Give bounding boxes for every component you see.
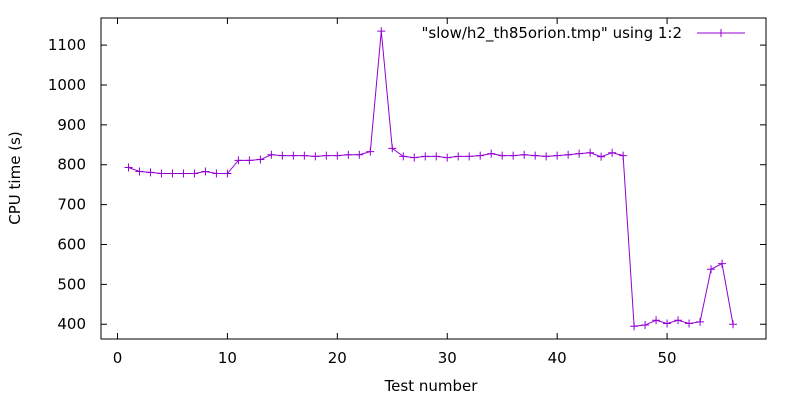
data-point bbox=[454, 152, 463, 161]
data-point bbox=[553, 151, 562, 160]
data-point bbox=[168, 169, 177, 178]
data-point bbox=[157, 169, 166, 178]
data-point bbox=[663, 319, 672, 328]
data-point bbox=[146, 168, 155, 177]
data-point bbox=[421, 152, 430, 161]
x-tick-label: 50 bbox=[658, 349, 677, 367]
y-tick-label: 1100 bbox=[48, 36, 86, 54]
data-point bbox=[410, 153, 419, 162]
plot-frame bbox=[100, 17, 767, 340]
data-point bbox=[586, 148, 595, 157]
data-point bbox=[575, 149, 584, 158]
data-point bbox=[278, 151, 287, 160]
y-tick-label: 400 bbox=[57, 315, 86, 333]
data-point bbox=[344, 150, 353, 159]
legend-label: "slow/h2_th85orion.tmp" using 1:2 bbox=[422, 24, 682, 43]
data-point bbox=[531, 151, 540, 160]
data-point bbox=[234, 156, 243, 165]
y-axis-label: CPU time (s) bbox=[6, 131, 24, 224]
data-point bbox=[608, 148, 617, 157]
data-point bbox=[520, 150, 529, 159]
axis-ticks bbox=[101, 18, 766, 339]
data-point bbox=[685, 319, 694, 328]
data-point bbox=[487, 149, 496, 158]
data-point bbox=[641, 321, 650, 330]
data-point bbox=[300, 151, 309, 160]
x-tick-label: 10 bbox=[218, 349, 237, 367]
data-point bbox=[377, 27, 386, 36]
data-point bbox=[179, 169, 188, 178]
y-tick-label: 900 bbox=[57, 116, 86, 134]
y-tick-labels: 400 500 600 700 800 900 1000 1100 bbox=[48, 36, 86, 333]
data-point bbox=[674, 316, 683, 325]
data-point bbox=[443, 153, 452, 162]
data-point bbox=[135, 167, 144, 176]
data-point bbox=[355, 150, 364, 159]
data-point bbox=[597, 152, 606, 161]
data-point bbox=[619, 151, 628, 160]
data-point bbox=[201, 167, 210, 176]
data-point bbox=[696, 317, 705, 326]
data-point bbox=[388, 144, 397, 153]
data-point bbox=[366, 147, 375, 156]
data-point bbox=[212, 169, 221, 178]
y-tick-label: 1000 bbox=[48, 76, 86, 94]
data-point bbox=[190, 169, 199, 178]
data-point bbox=[124, 163, 133, 172]
y-tick-label: 800 bbox=[57, 156, 86, 174]
data-point bbox=[542, 152, 551, 161]
data-point bbox=[245, 156, 254, 165]
data-point bbox=[509, 151, 518, 160]
data-point bbox=[729, 320, 738, 329]
series-line bbox=[128, 31, 734, 327]
data-point bbox=[707, 265, 716, 274]
data-point bbox=[476, 151, 485, 160]
data-point bbox=[465, 152, 474, 161]
data-point bbox=[718, 259, 727, 268]
data-point bbox=[399, 152, 408, 161]
y-tick-label: 700 bbox=[57, 196, 86, 214]
data-point bbox=[311, 152, 320, 161]
legend: "slow/h2_th85orion.tmp" using 1:2 bbox=[422, 24, 745, 43]
data-point bbox=[256, 155, 265, 164]
data-point bbox=[564, 150, 573, 159]
data-point bbox=[630, 322, 639, 331]
x-tick-label: 30 bbox=[438, 349, 457, 367]
data-point bbox=[333, 151, 342, 160]
legend-marker bbox=[717, 29, 725, 37]
data-point bbox=[289, 151, 298, 160]
x-tick-label: 20 bbox=[328, 349, 347, 367]
data-point bbox=[652, 316, 661, 325]
y-tick-label: 600 bbox=[57, 235, 86, 253]
data-point bbox=[432, 152, 441, 161]
data-point bbox=[322, 151, 331, 160]
x-tick-label: 0 bbox=[113, 349, 123, 367]
data-point bbox=[267, 150, 276, 159]
data-point bbox=[498, 151, 507, 160]
y-tick-label: 500 bbox=[57, 275, 86, 293]
x-tick-label: 40 bbox=[548, 349, 567, 367]
series-layer bbox=[124, 27, 738, 331]
data-point bbox=[223, 169, 232, 178]
x-tick-labels: 0 10 20 30 40 50 bbox=[113, 349, 677, 367]
x-axis-label: Test number bbox=[384, 377, 479, 395]
